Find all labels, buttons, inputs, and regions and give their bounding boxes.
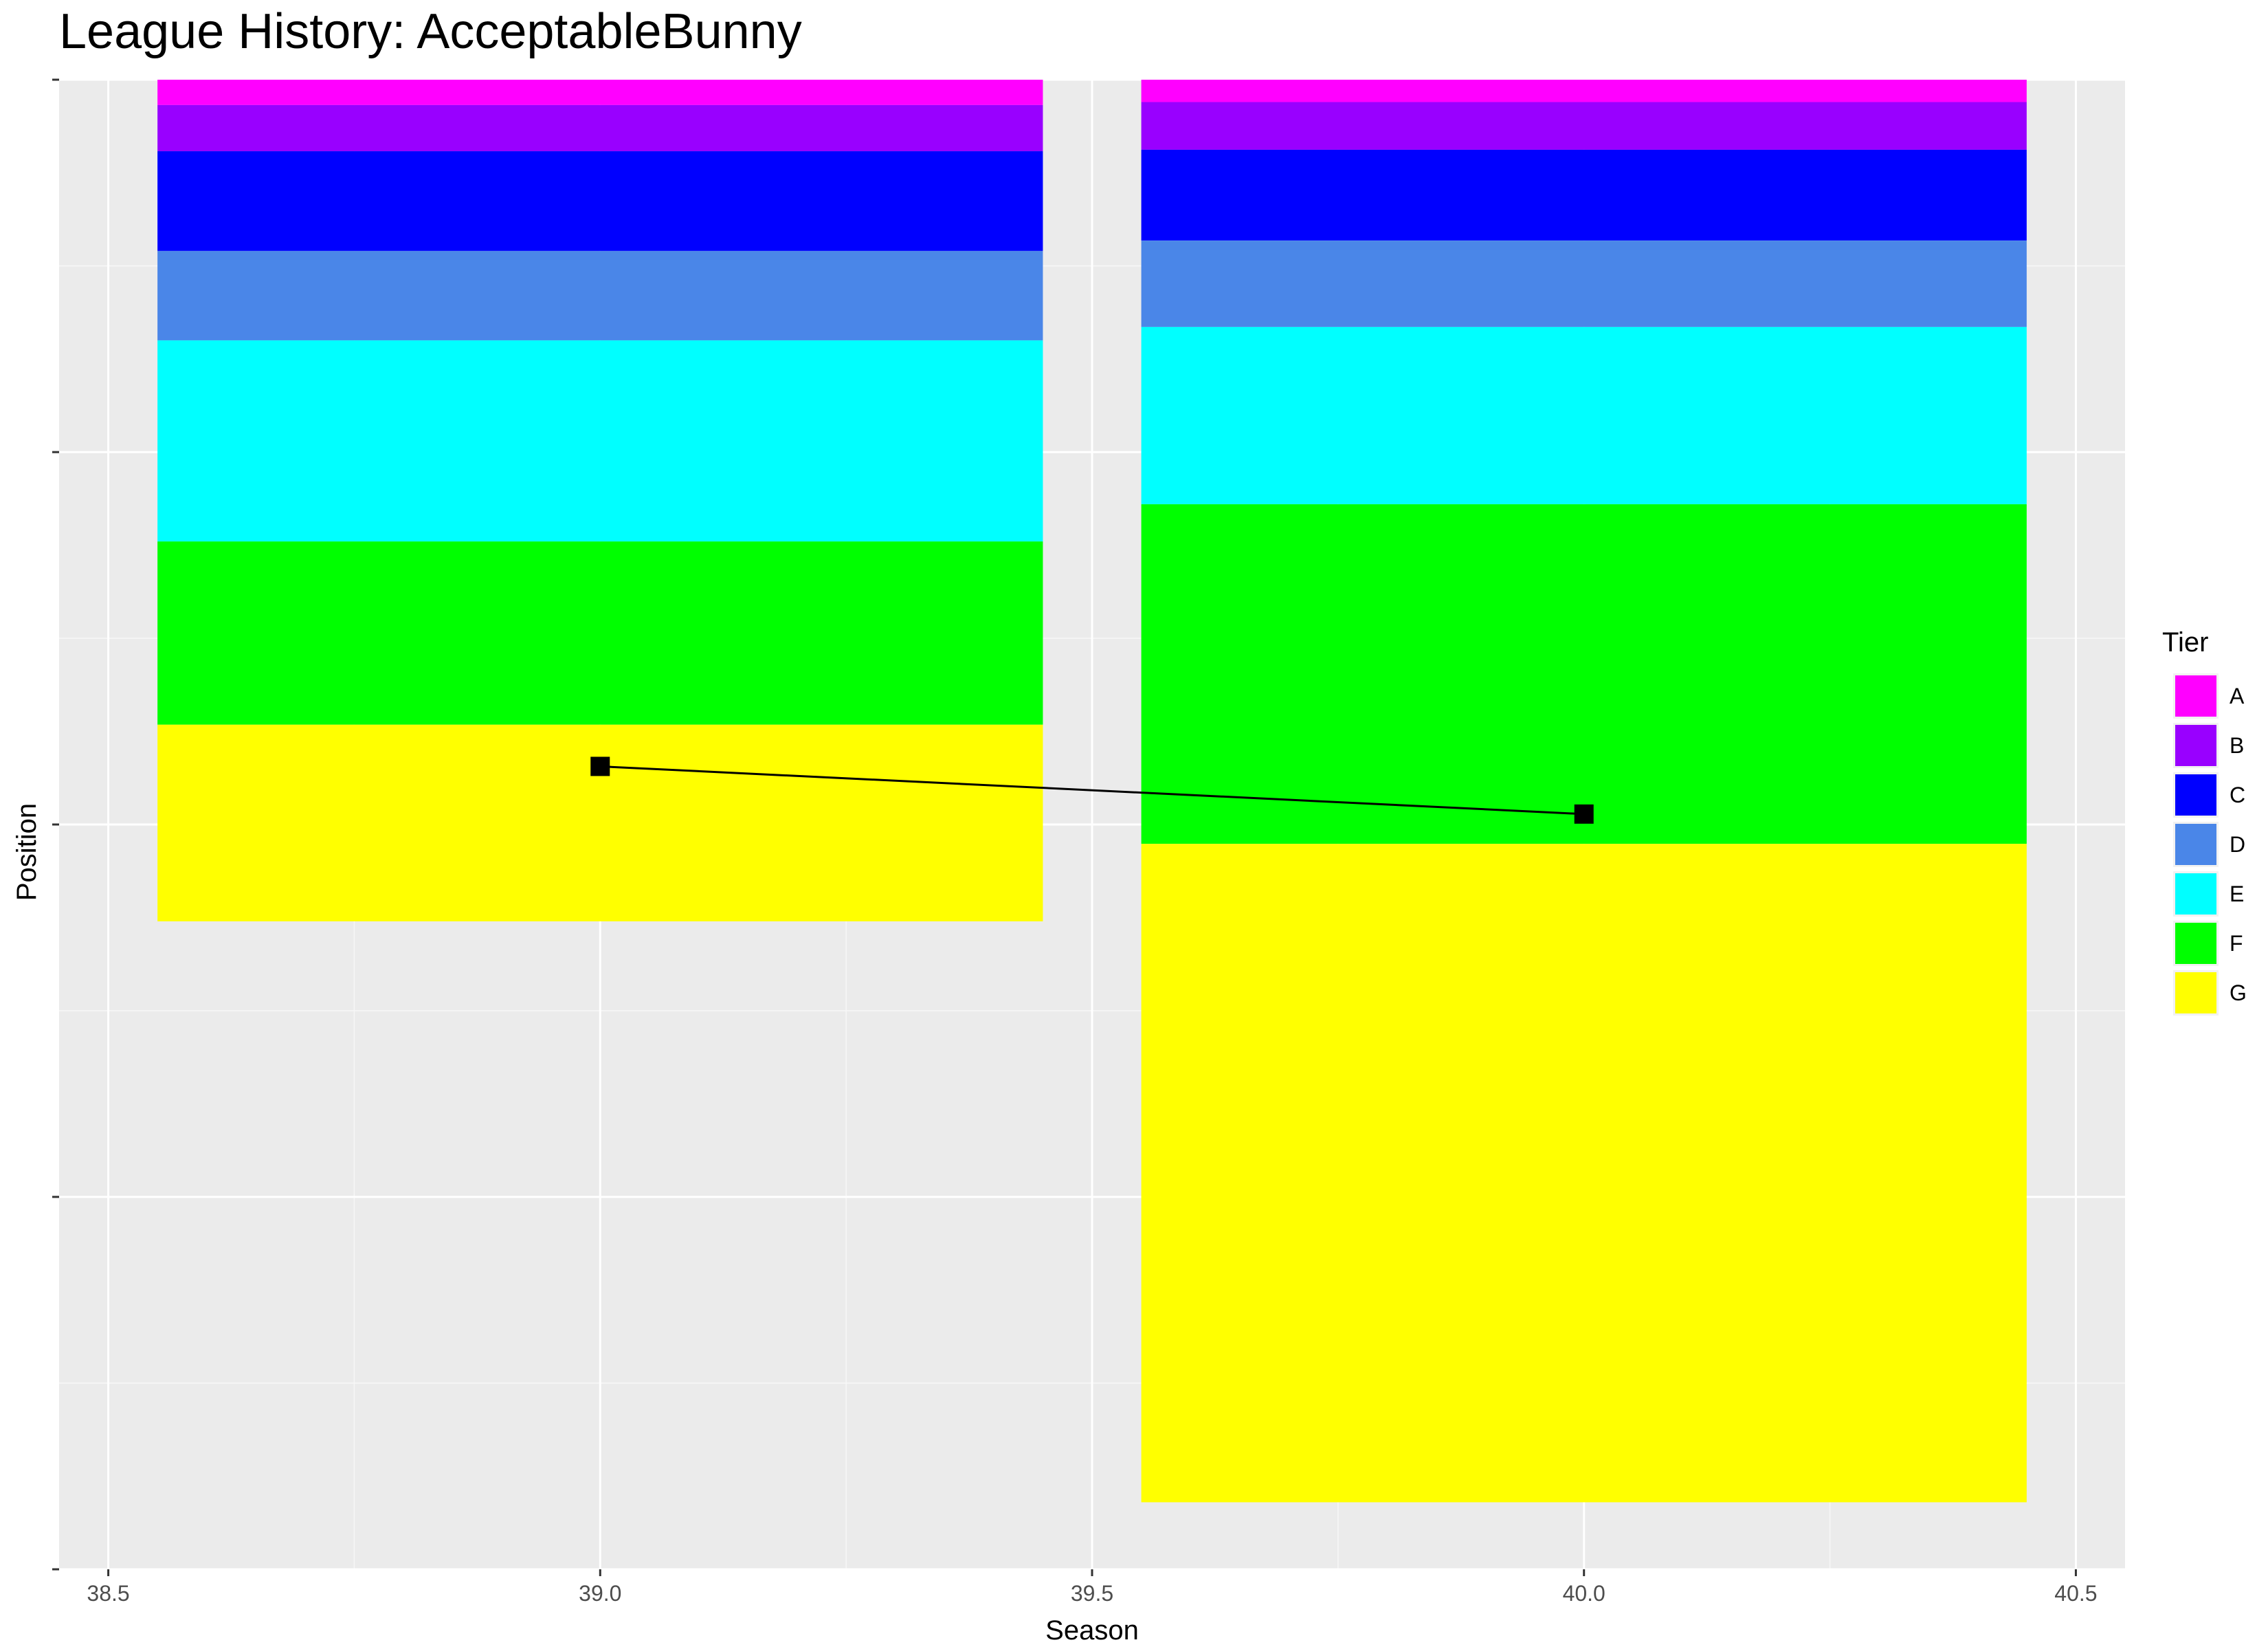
legend-title: Tier xyxy=(2162,627,2208,658)
position-line xyxy=(590,756,1594,824)
legend-key-b xyxy=(2175,725,2216,766)
position-line-path xyxy=(600,765,1584,816)
legend-key-f xyxy=(2175,923,2216,964)
bar-segment-season-40-tier-b xyxy=(1141,102,2027,150)
legend-label-d: D xyxy=(2230,832,2245,857)
x-axis-ticks: 38.5 39.0 39.5 40.0 40.5 xyxy=(87,1569,2098,1606)
x-tick-label: 39.0 xyxy=(579,1581,621,1606)
x-tick-label: 38.5 xyxy=(87,1581,129,1606)
bar-segment-season-40-tier-g xyxy=(1141,844,2027,1503)
legend-key-e xyxy=(2175,873,2216,915)
legend-key-d xyxy=(2175,824,2216,865)
x-tick-label: 40.0 xyxy=(1563,1581,1605,1606)
legend-key-g xyxy=(2175,972,2216,1013)
stacked-bars xyxy=(157,80,2027,1503)
bar-segment-season-39-tier-c xyxy=(157,151,1043,251)
bar-segment-season-39-tier-g xyxy=(157,724,1043,921)
y-axis-title: Position xyxy=(12,803,42,901)
bar-segment-season-40-tier-e xyxy=(1141,326,2027,504)
x-tick-label: 40.5 xyxy=(2054,1581,2097,1606)
legend-key-a xyxy=(2175,675,2216,717)
legend-label-c: C xyxy=(2230,783,2245,807)
legend-label-f: F xyxy=(2230,931,2243,956)
bar-segment-season-39-tier-e xyxy=(157,340,1043,542)
bar-segment-season-40-tier-a xyxy=(1141,80,2027,102)
tier-legend: Tier A B C D E FG xyxy=(2162,627,2247,1016)
x-axis-title: Season xyxy=(1045,1615,1139,1646)
legend-label-a: A xyxy=(2230,684,2245,708)
chart-title: League History: AcceptableBunny xyxy=(59,4,802,59)
bar-segment-season-40-tier-c xyxy=(1141,149,2027,241)
legend-key-c xyxy=(2175,774,2216,816)
bar-segment-season-40-tier-d xyxy=(1141,240,2027,327)
bar-segment-season-40-tier-f xyxy=(1141,504,2027,844)
position-point-season-40 xyxy=(1574,804,1594,824)
position-point-season-39 xyxy=(590,756,610,776)
bar-segment-season-39-tier-d xyxy=(157,251,1043,341)
legend-label-g: G xyxy=(2230,980,2247,1005)
bar-segment-season-39-tier-a xyxy=(157,80,1043,105)
legend-label-b: B xyxy=(2230,733,2244,758)
legend-label-e: E xyxy=(2230,882,2244,906)
bar-segment-season-39-tier-b xyxy=(157,104,1043,152)
y-axis-ticks xyxy=(52,78,59,1571)
x-tick-label: 39.5 xyxy=(1071,1581,1113,1606)
bar-segment-season-39-tier-f xyxy=(157,541,1043,725)
